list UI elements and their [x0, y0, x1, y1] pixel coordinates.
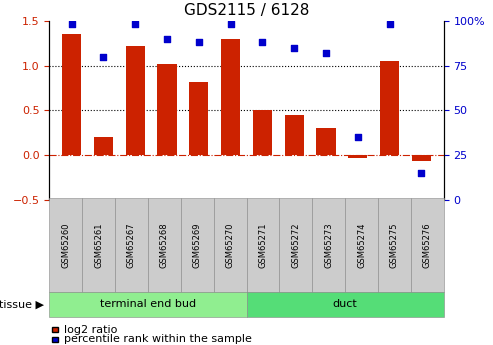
Bar: [253, 110, 272, 155]
Text: GSM65268: GSM65268: [160, 222, 169, 268]
Point: [418, 170, 425, 176]
Title: GDS2115 / 6128: GDS2115 / 6128: [184, 3, 309, 18]
Bar: [412, 155, 431, 161]
Bar: [189, 82, 209, 155]
Point: [68, 21, 75, 27]
Text: GSM65271: GSM65271: [258, 222, 267, 268]
Text: GSM65260: GSM65260: [61, 222, 70, 268]
Bar: [94, 137, 113, 155]
Bar: [317, 128, 336, 155]
Text: GSM65275: GSM65275: [390, 222, 399, 268]
Text: tissue ▶: tissue ▶: [0, 299, 44, 309]
Text: GSM65261: GSM65261: [94, 222, 103, 268]
Point: [290, 45, 298, 50]
Point: [100, 54, 107, 59]
Text: GSM65269: GSM65269: [193, 222, 202, 268]
Point: [354, 135, 362, 140]
Text: GSM65272: GSM65272: [291, 222, 300, 268]
Bar: [284, 115, 304, 155]
Bar: [157, 64, 176, 155]
Bar: [221, 39, 240, 155]
Bar: [126, 46, 145, 155]
Text: GSM65274: GSM65274: [357, 222, 366, 268]
Point: [227, 21, 235, 27]
Point: [386, 21, 393, 27]
Text: log2 ratio: log2 ratio: [64, 325, 117, 335]
Bar: [62, 34, 81, 155]
Text: terminal end bud: terminal end bud: [100, 299, 196, 309]
Text: percentile rank within the sample: percentile rank within the sample: [64, 334, 252, 344]
Point: [322, 50, 330, 56]
Text: GSM65276: GSM65276: [423, 222, 432, 268]
Text: GSM65273: GSM65273: [324, 222, 333, 268]
Text: GSM65270: GSM65270: [226, 222, 235, 268]
Point: [195, 39, 203, 45]
Bar: [380, 61, 399, 155]
Point: [163, 36, 171, 41]
Text: duct: duct: [333, 299, 357, 309]
Bar: [348, 155, 367, 158]
Point: [258, 39, 266, 45]
Point: [131, 21, 139, 27]
Text: GSM65267: GSM65267: [127, 222, 136, 268]
